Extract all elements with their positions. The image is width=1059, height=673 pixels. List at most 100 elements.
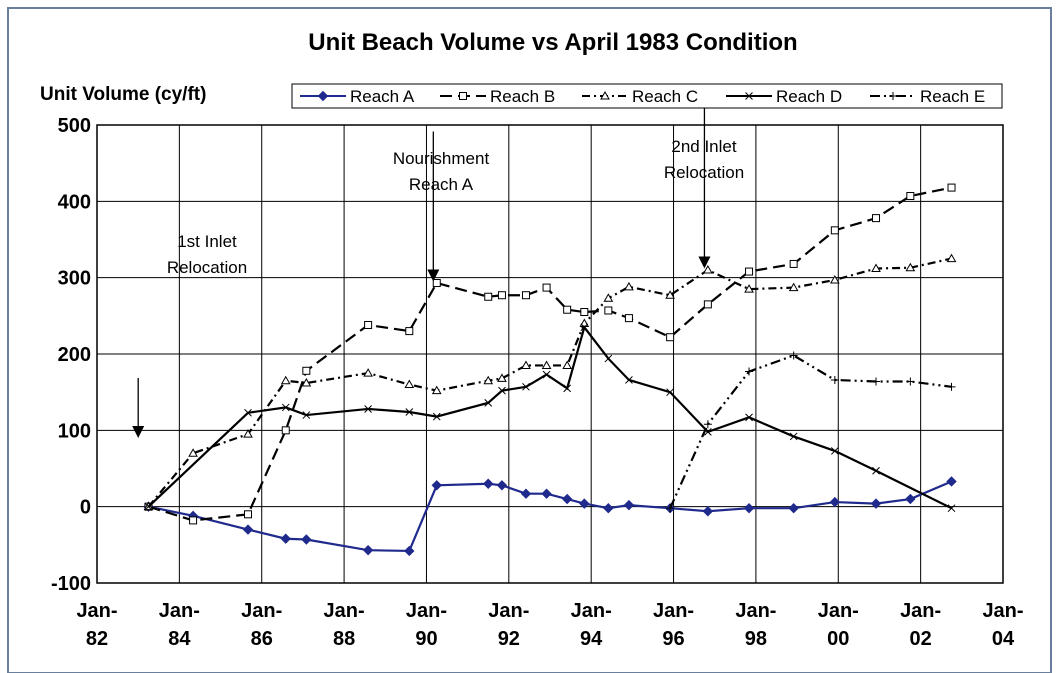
- marker: [830, 447, 839, 455]
- marker: [496, 480, 508, 491]
- marker: [905, 262, 916, 272]
- marker: [703, 265, 713, 274]
- marker: [745, 413, 753, 422]
- marker: [563, 305, 572, 314]
- marker: [244, 408, 252, 417]
- marker: [604, 354, 613, 363]
- marker: [364, 405, 372, 413]
- y-tick-label: -100: [51, 573, 91, 595]
- x-tick-label: Jan-84: [159, 600, 200, 650]
- annotation-arrowhead: [132, 425, 145, 438]
- annotation-text: Nourishment: [393, 149, 490, 168]
- marker: [522, 382, 530, 391]
- marker: [744, 284, 754, 293]
- x-tick-label: Jan-88: [324, 600, 365, 650]
- marker: [665, 290, 675, 299]
- legend-marker: [889, 92, 897, 100]
- marker: [666, 388, 674, 397]
- marker: [603, 293, 614, 302]
- y-tick-label: 0: [80, 497, 91, 519]
- marker: [946, 476, 957, 487]
- marker: [541, 488, 552, 499]
- x-tick-label: Jan-04: [982, 600, 1023, 650]
- marker: [498, 386, 506, 395]
- data-line: [147, 257, 952, 508]
- marker: [829, 274, 840, 284]
- marker: [431, 385, 442, 395]
- marker: [281, 403, 290, 412]
- legend-marker: [600, 90, 610, 100]
- marker: [242, 524, 254, 535]
- marker: [244, 510, 252, 519]
- legend-label: Reach E: [920, 87, 985, 106]
- marker: [870, 498, 882, 509]
- data-line: [148, 186, 952, 522]
- x-tick-label: Jan-90: [406, 600, 447, 650]
- marker: [521, 360, 531, 369]
- marker: [906, 191, 915, 200]
- annotation-arrowhead: [698, 256, 711, 269]
- marker: [280, 375, 291, 385]
- x-tick-label: Jan-94: [571, 600, 612, 650]
- y-tick-label: 300: [58, 268, 91, 290]
- x-tick-label: Jan-96: [653, 600, 694, 650]
- legend-label: Reach C: [632, 87, 698, 106]
- marker: [624, 314, 633, 323]
- marker: [188, 448, 198, 457]
- x-tick-label: Jan-00: [818, 600, 859, 650]
- marker: [666, 504, 675, 513]
- annotation-text: Relocation: [167, 258, 247, 277]
- marker: [189, 516, 198, 525]
- marker: [432, 412, 441, 421]
- marker: [521, 291, 530, 300]
- marker: [580, 323, 589, 332]
- marker: [788, 502, 799, 514]
- marker: [789, 432, 798, 441]
- marker: [301, 377, 312, 387]
- marker: [947, 183, 956, 192]
- marker: [789, 351, 798, 360]
- marker: [579, 498, 590, 509]
- marker: [624, 281, 634, 291]
- marker: [563, 384, 572, 393]
- marker: [604, 306, 613, 315]
- marker: [872, 466, 880, 475]
- marker: [431, 480, 442, 491]
- marker: [144, 502, 153, 511]
- marker: [432, 279, 441, 288]
- marker: [906, 377, 915, 386]
- x-tick-label: Jan-98: [735, 600, 776, 650]
- frame: [7, 7, 1052, 673]
- marker: [484, 292, 493, 301]
- marker: [830, 226, 839, 235]
- marker: [483, 375, 494, 385]
- marker: [281, 426, 290, 435]
- marker: [497, 291, 506, 300]
- annotation-arrowhead: [427, 269, 440, 282]
- marker: [872, 214, 881, 223]
- y-tick-label: 500: [58, 115, 91, 137]
- marker: [364, 320, 373, 329]
- marker: [302, 366, 311, 375]
- legend-label: Reach B: [490, 87, 555, 106]
- marker: [363, 368, 373, 377]
- marker: [625, 376, 633, 384]
- marker: [580, 308, 589, 317]
- marker: [561, 493, 573, 505]
- marker: [405, 408, 414, 416]
- marker: [830, 375, 839, 384]
- y-tick-label: 200: [58, 344, 91, 366]
- marker: [946, 253, 957, 263]
- marker: [745, 267, 754, 276]
- marker: [872, 377, 881, 386]
- marker: [483, 478, 494, 489]
- y-tick-label: 400: [58, 191, 91, 213]
- marker: [666, 333, 675, 342]
- legend-marker: [317, 90, 329, 102]
- marker: [905, 493, 916, 505]
- marker: [789, 259, 798, 268]
- annotation-text: Reach A: [409, 175, 474, 194]
- marker: [541, 360, 552, 369]
- legend-marker: [745, 92, 753, 100]
- y-tick-label: 100: [58, 420, 91, 442]
